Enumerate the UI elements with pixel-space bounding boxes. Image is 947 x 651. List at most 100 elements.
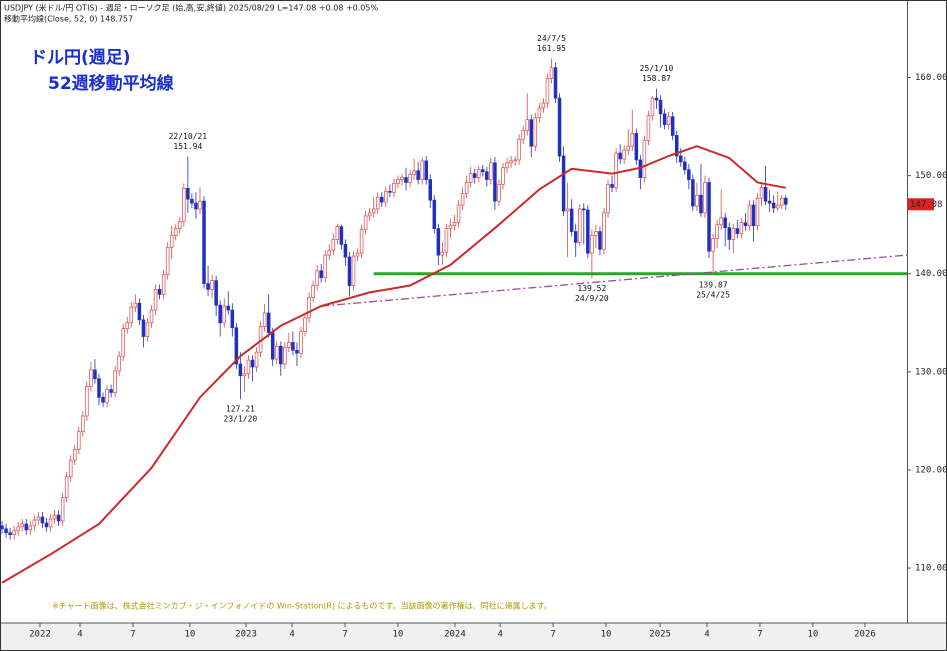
candle-body [468, 173, 473, 183]
candle-body [521, 130, 525, 140]
candle-body [101, 397, 105, 403]
candle-body [56, 514, 61, 522]
candle-body [16, 526, 20, 532]
candle-body [149, 309, 154, 324]
annotation-value: 139.52 [577, 284, 606, 293]
x-tick-label: 10 [807, 630, 818, 640]
footnote: ※チャート画像は、株式会社ミンカブ・ジ・インフォノイドの Win-Station… [52, 601, 552, 611]
candle-body [72, 449, 77, 461]
annotation-date: 23/1/20 [224, 415, 258, 424]
candle-body [780, 197, 784, 206]
candle-body [444, 228, 449, 253]
candle-body [254, 351, 259, 368]
candle-body [561, 155, 566, 212]
candle-body [565, 208, 570, 212]
candle-body [266, 312, 271, 333]
candle-body [594, 231, 598, 236]
candle-body [246, 359, 251, 375]
x-tick-label: 10 [393, 630, 404, 640]
candle-body [351, 255, 356, 286]
candle-body [319, 270, 323, 279]
candle-body [145, 322, 150, 337]
candle-body [501, 167, 505, 185]
candle-body [222, 305, 226, 324]
candle-body [703, 182, 707, 214]
candle-body [674, 135, 679, 157]
moving-average [1, 145, 786, 584]
candle-body [428, 179, 433, 201]
candle-body [48, 518, 53, 528]
candle-body [464, 182, 469, 194]
candle-body [719, 217, 723, 226]
candle-body [695, 194, 699, 207]
candle-body [755, 197, 760, 227]
candle-body [727, 227, 731, 240]
x-tick-label: 2025 [649, 630, 671, 640]
annotation-value: 151.94 [173, 142, 202, 151]
candle-body [743, 222, 748, 227]
x-tick-label: 10 [601, 630, 612, 640]
candle-body [436, 228, 441, 256]
candle-body [670, 116, 675, 136]
candle-body [533, 117, 538, 147]
annotation-value: 161.95 [537, 44, 566, 53]
candle-body [493, 162, 497, 202]
candle-body [327, 249, 332, 256]
candle-body [424, 160, 428, 180]
candle-body [440, 251, 445, 256]
candle-body [525, 119, 529, 131]
header-line: USDJPY (米ドル/円 OTIS) - 週足・ローソク足 (始,高,安,終値… [4, 3, 378, 13]
candle-body [715, 224, 719, 239]
candle-body [610, 184, 614, 188]
candle-body [497, 184, 501, 202]
candle-body [218, 304, 222, 324]
candle-body [12, 530, 16, 536]
y-tick-label: 160.00 [915, 73, 947, 83]
annotation-value: 127.21 [226, 405, 255, 414]
trend-line [321, 254, 908, 307]
candle-body [262, 312, 267, 328]
x-tick-label: 2022 [29, 630, 51, 640]
x-tick-label: 2024 [444, 630, 466, 640]
candle-body [489, 162, 493, 180]
candle-body [614, 152, 618, 188]
y-tick-label: 140.00 [915, 269, 947, 279]
candle-body [573, 231, 578, 243]
x-tick-label: 7 [757, 630, 762, 640]
candle-body [683, 161, 687, 171]
candle-body [763, 187, 768, 202]
candle-body [77, 431, 81, 450]
candle-body [477, 169, 481, 178]
candle-body [161, 274, 166, 295]
candle-body [178, 221, 182, 229]
candle-body [105, 389, 109, 403]
candle-body [371, 208, 376, 214]
x-tick-label: 2023 [235, 630, 257, 640]
candle-body [202, 200, 206, 284]
candle-body [367, 212, 372, 217]
candle-body [129, 306, 134, 324]
candle-body [198, 200, 202, 210]
candle-body [206, 283, 210, 290]
candle-body [113, 370, 117, 393]
candle-body [81, 415, 85, 433]
candle-body [347, 256, 352, 286]
candle-body [590, 235, 594, 254]
candle-body [472, 173, 477, 178]
candle-body [359, 229, 364, 254]
candle-body [650, 97, 655, 117]
candle-body [299, 331, 303, 354]
candle-body [784, 197, 788, 205]
candle-body [666, 116, 671, 125]
last-price-label: 147.08 [910, 200, 943, 210]
candle-body [97, 378, 101, 398]
candle-body [214, 280, 218, 306]
candle-body [283, 346, 287, 365]
candle-body [315, 270, 319, 286]
candle-body [731, 228, 736, 240]
candle-body [287, 342, 291, 348]
candle-body [335, 226, 340, 240]
candle-body [380, 196, 384, 203]
